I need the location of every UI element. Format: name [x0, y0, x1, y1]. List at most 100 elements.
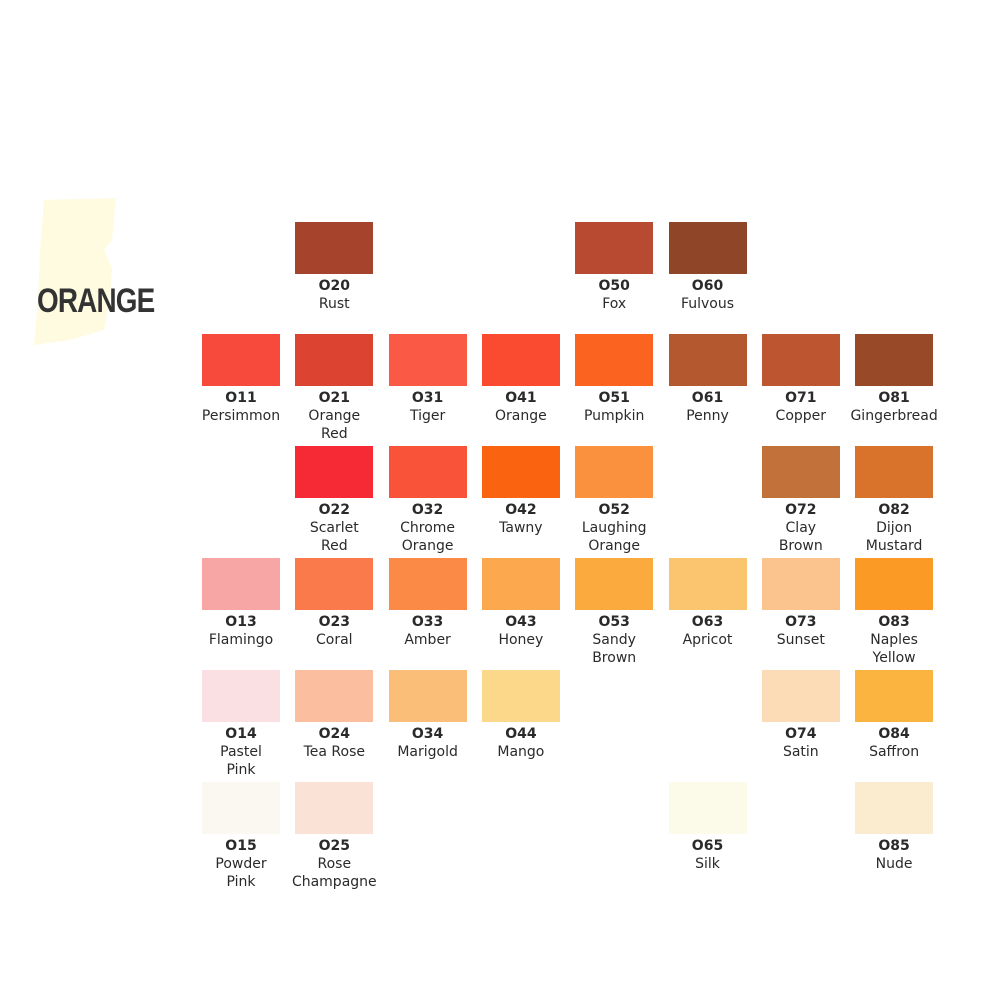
swatch-name: Pumpkin [583, 408, 645, 424]
color-swatch [202, 782, 280, 834]
swatch-name: Brown [592, 650, 637, 666]
swatch-code: O82 [878, 502, 910, 518]
swatch-code: O33 [411, 614, 444, 630]
swatch-name: Naples [870, 632, 918, 648]
swatch-code: O20 [318, 278, 350, 294]
color-swatch [668, 222, 747, 274]
color-swatch [295, 222, 374, 274]
brush-stroke [34, 198, 116, 345]
swatch-label: O81 Gingerbread [839, 389, 949, 425]
swatch-name: Laughing [581, 520, 647, 536]
swatch-name: Saffron [869, 744, 920, 760]
swatch-label: O61 Penny [653, 389, 763, 425]
color-swatch [855, 670, 934, 722]
swatch-label: O63 Apricot [653, 613, 763, 649]
swatch-code: O43 [505, 614, 537, 630]
swatch-label: O82 Dijon Mustard [839, 501, 949, 555]
swatch-name: Tiger [409, 408, 446, 424]
swatch-name: Sunset [776, 632, 825, 648]
swatch-label: O24 Tea Rose [279, 725, 389, 761]
swatch-name: Marigold [397, 744, 458, 760]
swatch-name: Fulvous [680, 296, 735, 312]
swatch-code: O11 [225, 390, 257, 406]
swatch-name: Orange [308, 408, 361, 424]
swatch-code: O84 [878, 726, 910, 742]
swatch-name: Pink [226, 874, 256, 890]
swatch-name: Rose [317, 856, 352, 872]
swatch-name: Tawny [499, 520, 543, 536]
swatch-name: Rust [318, 296, 350, 312]
color-swatch [575, 222, 654, 274]
title: ORANGE [37, 282, 155, 320]
swatch-name: Red [320, 426, 348, 442]
swatch-label: O21 Orange Red [279, 389, 389, 443]
color-swatch [295, 670, 374, 722]
swatch-code: O71 [785, 390, 817, 406]
color-swatch [202, 334, 280, 386]
swatch-label: O43 Honey [466, 613, 576, 649]
swatch-label: O60 Fulvous [653, 277, 763, 313]
color-swatch [855, 334, 934, 386]
color-swatch [668, 334, 747, 386]
color-swatch [575, 446, 654, 498]
swatch-code: O24 [318, 726, 350, 742]
swatch-code: O72 [785, 502, 817, 518]
swatch-code: O15 [225, 838, 257, 854]
color-swatch [481, 446, 560, 498]
swatch-label: O22 Scarlet Red [279, 501, 389, 555]
swatch-name: Orange [495, 408, 547, 424]
swatch-code: O52 [598, 502, 630, 518]
swatch-code: O13 [225, 614, 257, 630]
swatch-label: O33 Amber [373, 613, 483, 649]
swatch-code: O14 [225, 726, 257, 742]
color-swatch [761, 558, 840, 610]
swatch-name: Nude [875, 856, 913, 872]
color-swatch [295, 558, 374, 610]
color-swatch [295, 446, 374, 498]
swatch-label: O52 Laughing Orange [559, 501, 669, 555]
color-swatch [855, 446, 934, 498]
swatch-label: O83 Naples Yellow [839, 613, 949, 667]
swatch-code: O34 [411, 726, 444, 742]
swatch-label: O42 Tawny [466, 501, 576, 537]
swatch-name: Pastel [220, 744, 262, 760]
swatch-code: O60 [691, 278, 724, 294]
color-swatch [668, 782, 747, 834]
color-swatch [202, 558, 280, 610]
color-swatch [202, 670, 280, 722]
swatch-name: Apricot [682, 632, 733, 648]
swatch-code: O63 [691, 614, 724, 630]
swatch-label: O23 Coral [279, 613, 389, 649]
swatch-name: Orange [588, 538, 641, 554]
swatch-label: O20 Rust [279, 277, 389, 313]
swatch-name: Amber [404, 632, 451, 648]
swatch-code: O53 [598, 614, 630, 630]
swatch-code: O31 [411, 390, 444, 406]
color-swatch [388, 334, 467, 386]
swatch-code: O83 [878, 614, 910, 630]
swatch-name: Champagne [291, 874, 377, 890]
color-swatch [761, 334, 840, 386]
swatch-name: Satin [782, 744, 819, 760]
swatch-label: O65 Silk [653, 837, 763, 873]
swatch-code: O85 [878, 838, 910, 854]
swatch-name: Gingerbread [850, 408, 938, 424]
color-swatch [761, 670, 840, 722]
swatch-code: O23 [318, 614, 350, 630]
swatch-name: Honey [498, 632, 544, 648]
swatch-label: O41 Orange [466, 389, 576, 425]
swatch-code: O44 [505, 726, 537, 742]
swatch-code: O41 [505, 390, 537, 406]
swatch-label: O34 Marigold [373, 725, 483, 761]
swatch-label: O74 Satin [746, 725, 856, 761]
swatch-name: Persimmon [201, 408, 281, 424]
swatch-name: Dijon [876, 520, 913, 536]
swatch-name: Chrome [400, 520, 456, 536]
swatch-label: O14 Pastel Pink [186, 725, 296, 779]
color-swatch [668, 558, 747, 610]
swatch-code: O81 [878, 390, 910, 406]
swatch-label: O32 Chrome Orange [373, 501, 483, 555]
color-swatch [761, 446, 840, 498]
